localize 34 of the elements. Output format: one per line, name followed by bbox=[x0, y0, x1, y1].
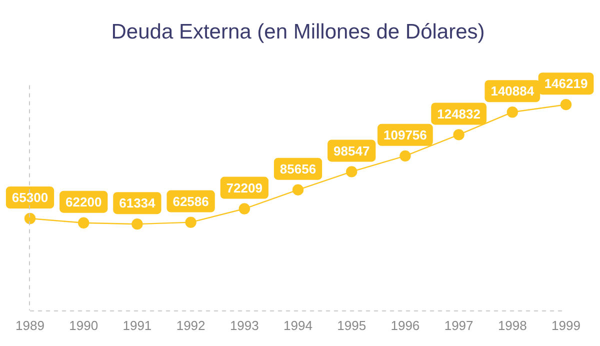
x-tick-label: 1993 bbox=[230, 318, 259, 333]
point bbox=[24, 212, 36, 224]
point bbox=[400, 150, 411, 162]
x-tick-label: 1992 bbox=[176, 318, 206, 333]
point bbox=[185, 216, 196, 228]
data-label: 62586 bbox=[172, 194, 209, 209]
data-label: 98547 bbox=[334, 143, 370, 158]
x-tick-label: 1998 bbox=[498, 318, 527, 333]
data-label: 85656 bbox=[280, 161, 316, 176]
data-label: 140884 bbox=[490, 84, 535, 99]
data-label: 109756 bbox=[384, 127, 427, 142]
point bbox=[292, 184, 304, 196]
x-tick-label: 1999 bbox=[552, 318, 580, 333]
data-label: 72209 bbox=[226, 180, 262, 196]
data-label: 124832 bbox=[437, 106, 480, 122]
data-label: 61334 bbox=[119, 196, 156, 211]
x-tick-label: 1990 bbox=[69, 318, 98, 333]
point bbox=[346, 166, 358, 178]
chart-title: Deuda Externa (en Millones de Dólares) bbox=[111, 20, 485, 44]
x-tick-label: 1991 bbox=[122, 318, 152, 333]
data-label: 62200 bbox=[66, 194, 102, 210]
x-tick-label: 1989 bbox=[16, 318, 44, 333]
point bbox=[560, 98, 572, 110]
x-tick-label: 1996 bbox=[390, 318, 420, 333]
data-label: 65300 bbox=[12, 190, 48, 206]
x-tick-label: 1997 bbox=[444, 318, 474, 333]
point bbox=[238, 203, 250, 214]
point bbox=[78, 217, 90, 228]
x-tick-label: 1995 bbox=[337, 318, 366, 333]
point bbox=[132, 218, 143, 230]
point bbox=[453, 129, 464, 140]
data-label: 146219 bbox=[544, 76, 588, 92]
point bbox=[506, 106, 518, 118]
x-tick-label: 1994 bbox=[284, 318, 312, 333]
